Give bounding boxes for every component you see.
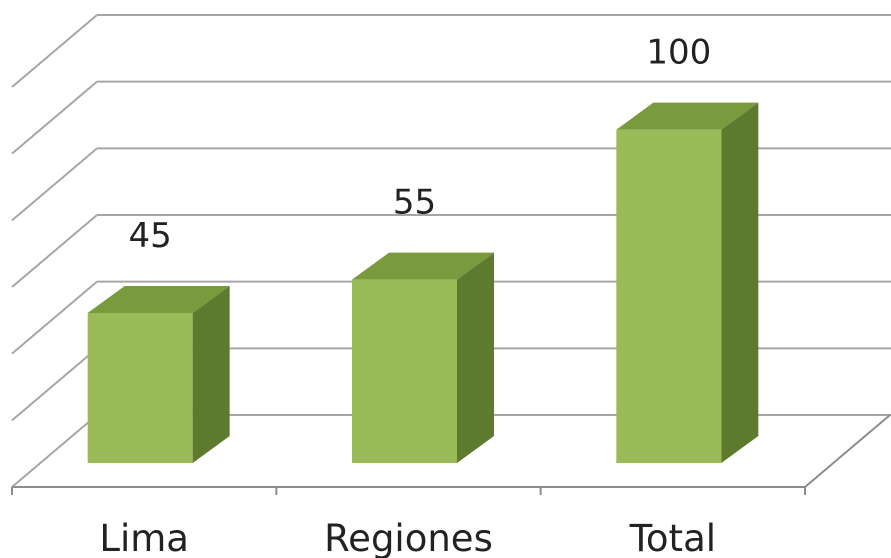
bar-top-lima bbox=[87, 286, 230, 313]
gridline-wall bbox=[11, 347, 98, 422]
bar-side-lima bbox=[192, 286, 230, 463]
bars bbox=[87, 102, 759, 464]
bar-front-lima bbox=[87, 313, 193, 463]
category-label: Total bbox=[629, 517, 716, 558]
gridline-wall bbox=[11, 80, 98, 155]
bar-front-total bbox=[616, 129, 722, 463]
bar-top-total bbox=[616, 102, 759, 130]
data-label: 45 bbox=[129, 216, 172, 256]
bar-top-regiones bbox=[352, 252, 494, 280]
category-label: Regiones bbox=[324, 517, 493, 558]
data-label: 55 bbox=[393, 183, 436, 223]
category-axis bbox=[11, 414, 891, 495]
floor-right-edge bbox=[804, 414, 891, 488]
category-label: Lima bbox=[99, 517, 189, 558]
gridline-wall bbox=[11, 280, 98, 355]
data-label: 100 bbox=[646, 33, 711, 73]
bar-front-regiones bbox=[352, 279, 457, 463]
gridline-wall bbox=[11, 147, 98, 222]
gridline-wall bbox=[11, 214, 98, 288]
bar-side-total bbox=[721, 102, 759, 464]
gridline-wall bbox=[11, 14, 98, 88]
labels: 45 Lima 55 Regiones 100 Total bbox=[99, 33, 716, 558]
bar-side-regiones bbox=[457, 252, 494, 463]
gridline-wall bbox=[11, 414, 98, 488]
